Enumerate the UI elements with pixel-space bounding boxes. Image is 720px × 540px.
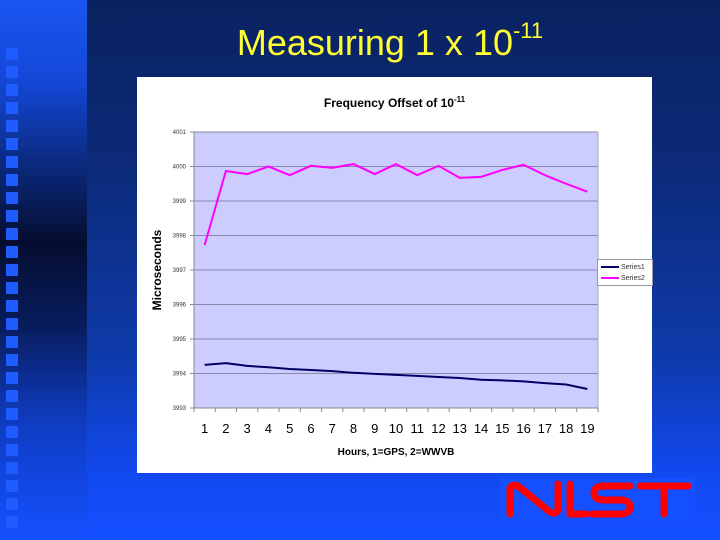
slide-title-exponent: -11	[512, 18, 544, 43]
legend-label-series1: Series1	[621, 263, 645, 271]
decorative-square	[6, 318, 18, 330]
y-tick-label: 3993	[173, 406, 187, 412]
decorative-square	[6, 192, 18, 204]
decorative-square	[6, 300, 18, 312]
x-tick-label: 1	[201, 421, 208, 436]
y-tick-label: 3995	[173, 337, 187, 343]
nist-logo	[500, 478, 695, 520]
legend-item-series1: Series1	[601, 262, 645, 272]
x-tick-label: 2	[222, 421, 229, 436]
chart-title-main: Frequency Offset of 10	[323, 96, 454, 110]
x-tick-label: 18	[559, 421, 573, 436]
slide-title: Measuring 1 x 10-11	[0, 18, 720, 64]
x-tick-label: 15	[495, 421, 509, 436]
x-tick-label: 19	[580, 421, 594, 436]
x-tick-label: 12	[431, 421, 445, 436]
decorative-square	[6, 138, 18, 150]
decorative-square	[6, 480, 18, 492]
y-tick-label: 3999	[173, 199, 187, 205]
y-tick-label: 4001	[173, 130, 187, 136]
x-tick-label: 6	[307, 421, 314, 436]
decorative-square	[6, 336, 18, 348]
x-tick-label: 10	[389, 421, 403, 436]
legend-label-series2: Series2	[621, 274, 645, 282]
decorative-square	[6, 282, 18, 294]
y-tick-label: 3996	[173, 303, 187, 309]
legend-swatch-series2	[601, 277, 619, 279]
series-line-2	[203, 162, 588, 246]
decorative-square	[6, 246, 18, 258]
y-tick-label: 3994	[173, 372, 187, 378]
x-tick-label: 14	[474, 421, 488, 436]
decorative-square	[6, 462, 18, 474]
x-tick-label: 4	[265, 421, 272, 436]
legend-swatch-series1	[601, 266, 619, 268]
decorative-square	[6, 156, 18, 168]
x-axis-label: Hours, 1=GPS, 2=WWVB	[338, 447, 455, 458]
x-tick-label: 7	[329, 421, 336, 436]
decorative-square	[6, 444, 18, 456]
x-tick-label: 11	[411, 421, 425, 436]
decorative-square	[6, 372, 18, 384]
chart-panel: Frequency Offset of 10-11 3993 3994 3995 39…	[137, 77, 653, 473]
decorative-square	[6, 228, 18, 240]
legend-item-series2: Series2	[601, 273, 645, 283]
x-tick-label: 13	[453, 421, 467, 436]
decorative-square	[6, 174, 18, 186]
chart-title: Frequency Offset of 10-11	[137, 95, 652, 110]
decorative-square	[6, 84, 18, 96]
decorative-left-strip	[0, 0, 87, 540]
decorative-square	[6, 426, 18, 438]
decorative-square	[6, 408, 18, 420]
series-line-1	[204, 362, 588, 391]
chart-title-exponent: -11	[453, 95, 466, 104]
decorative-square	[6, 210, 18, 222]
decorative-square	[6, 102, 18, 114]
decorative-square	[6, 498, 18, 510]
x-tick-label: 17	[538, 421, 552, 436]
x-tick-label: 5	[286, 421, 293, 436]
decorative-square	[6, 516, 18, 528]
slide-title-main: Measuring 1 x 10	[236, 22, 513, 63]
y-axis-label: Microseconds	[150, 229, 164, 310]
x-tick-label: 16	[516, 421, 530, 436]
x-tick-label: 3	[244, 421, 251, 436]
decorative-square	[6, 264, 18, 276]
x-tick-label: 8	[350, 421, 357, 436]
decorative-square	[6, 354, 18, 366]
chart-legend: Series1 Series2	[597, 259, 653, 286]
y-tick-label: 4000	[173, 165, 187, 171]
decorative-square-column	[6, 0, 18, 540]
decorative-square	[6, 48, 18, 60]
y-tick-label: 3997	[173, 268, 187, 274]
y-tick-label: 3998	[173, 234, 187, 240]
decorative-square	[6, 120, 18, 132]
x-tick-label: 9	[371, 421, 378, 436]
decorative-square	[6, 390, 18, 402]
decorative-square	[6, 66, 18, 78]
